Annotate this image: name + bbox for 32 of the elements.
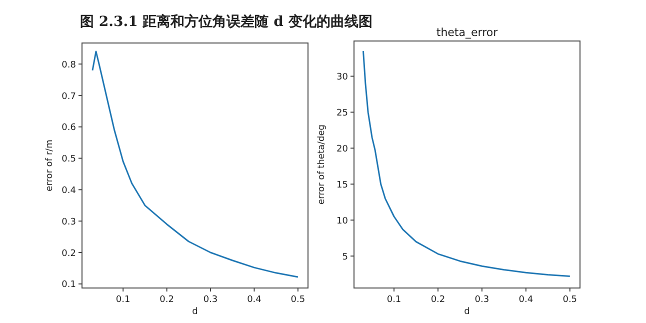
chart-title: 图 2.3.1 距离和方位角误差随 d 变化的曲线图 bbox=[80, 13, 372, 30]
y-axis-title: error of theta/deg bbox=[317, 124, 327, 204]
y-tick-label: 0.5 bbox=[62, 154, 76, 165]
y-tick-label: 0.2 bbox=[62, 248, 76, 259]
y-tick-label: 0.6 bbox=[62, 123, 76, 134]
line-series bbox=[92, 50, 299, 278]
x-tick-label: 0.4 bbox=[518, 295, 534, 305]
chart-title: theta_error bbox=[436, 26, 498, 39]
y-tick-label: 15 bbox=[336, 180, 348, 190]
y-axis-title: error of r/m bbox=[45, 140, 55, 192]
y-tick-label: 25 bbox=[336, 108, 348, 119]
y-tick-label: 5 bbox=[342, 252, 348, 262]
x-axis-title: d bbox=[464, 307, 470, 317]
x-tick-label: 0.3 bbox=[203, 295, 218, 305]
y-tick-label: 30 bbox=[336, 72, 348, 83]
x-axis-title: d bbox=[192, 307, 198, 317]
y-tick-label: 0.4 bbox=[62, 186, 76, 196]
line-series bbox=[362, 50, 571, 277]
x-tick-label: 0.2 bbox=[160, 295, 174, 305]
x-tick-label: 0.2 bbox=[430, 295, 446, 305]
x-tick-label: 0.1 bbox=[386, 295, 402, 305]
y-tick-label: 10 bbox=[336, 216, 348, 226]
y-tick-label: 0.7 bbox=[62, 92, 76, 102]
x-tick-label: 0.4 bbox=[247, 295, 262, 305]
y-tick-label: 0.8 bbox=[62, 60, 76, 70]
x-tick-label: 0.5 bbox=[562, 295, 578, 305]
y-tick-label: 20 bbox=[336, 144, 348, 154]
x-tick-label: 0.1 bbox=[116, 295, 130, 305]
x-tick-label: 0.3 bbox=[474, 295, 490, 305]
y-tick-label: 0.3 bbox=[62, 217, 76, 228]
x-tick-label: 0.5 bbox=[290, 295, 306, 305]
y-tick-label: 0.1 bbox=[62, 280, 76, 290]
